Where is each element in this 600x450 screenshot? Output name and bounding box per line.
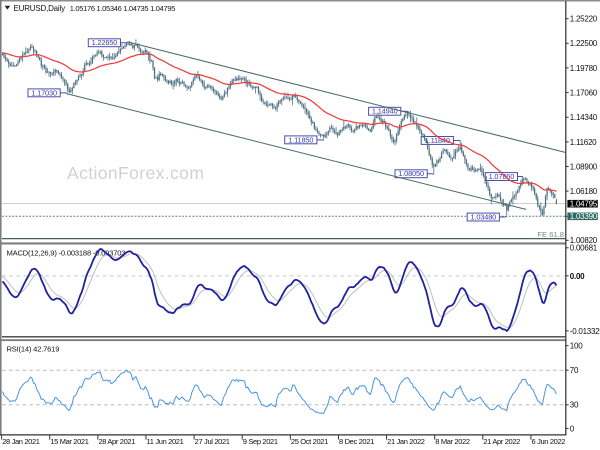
svg-text:28 Apr 2021: 28 Apr 2021 [98,437,135,446]
svg-text:0: 0 [570,424,575,433]
svg-text:30: 30 [570,401,579,410]
svg-text:1.03480: 1.03480 [470,213,496,222]
svg-text:1.22650: 1.22650 [92,38,118,47]
svg-text:25 Oct 2021: 25 Oct 2021 [291,437,328,446]
svg-text:1.11850: 1.11850 [288,135,313,144]
svg-text:1.17060: 1.17060 [570,89,598,98]
svg-text:1.08050: 1.08050 [398,169,424,178]
svg-text:15 Mar 2021: 15 Mar 2021 [50,437,88,446]
svg-text:11 Jun 2021: 11 Jun 2021 [147,437,184,446]
svg-text:1.19780: 1.19780 [570,64,598,73]
svg-text:70: 70 [570,366,579,375]
svg-text:8 Mar 2022: 8 Mar 2022 [435,437,470,446]
svg-text:1.22500: 1.22500 [570,39,598,48]
svg-text:FE 61.8: FE 61.8 [537,230,564,239]
svg-text:1.00820: 1.00820 [570,236,598,245]
svg-text:1.06180: 1.06180 [570,187,598,196]
svg-text:21 Jan 2022: 21 Jan 2022 [387,437,425,446]
svg-text:MACD(12,26,9) -0.003188 -0.003: MACD(12,26,9) -0.003188 -0.003703 [7,248,126,257]
svg-text:RSI(14) 42.7619: RSI(14) 42.7619 [7,345,60,354]
svg-text:1.11840: 1.11840 [425,136,450,145]
svg-text:8 Dec 2021: 8 Dec 2021 [339,437,374,446]
svg-text:1.08900: 1.08900 [570,162,598,171]
svg-text:1.07860: 1.07860 [489,172,515,181]
svg-text:100: 100 [570,342,583,351]
svg-text:28 Jan 2021: 28 Jan 2021 [2,437,40,446]
svg-text:6 Jun 2022: 6 Jun 2022 [532,437,566,446]
svg-text:-0.013329: -0.013329 [570,327,600,336]
svg-text:1.17030: 1.17030 [31,88,57,97]
svg-text:1.25220: 1.25220 [570,15,598,24]
svg-text:21 Apr 2022: 21 Apr 2022 [483,437,520,446]
svg-text:9 Sep 2021: 9 Sep 2021 [243,437,278,446]
svg-text:1.14340: 1.14340 [570,113,598,122]
svg-text:0.00: 0.00 [570,272,585,281]
svg-text:1.14940: 1.14940 [372,107,398,116]
svg-text:ActionForex.com: ActionForex.com [67,163,204,183]
svg-text:EURUSD,Daily: EURUSD,Daily [14,4,66,13]
svg-text:1.05176 1.05346 1.04735 1.0479: 1.05176 1.05346 1.04735 1.04795 [70,4,176,13]
svg-text:0.00681: 0.00681 [570,244,598,253]
svg-text:1.04795: 1.04795 [570,200,598,209]
svg-text:1.03390: 1.03390 [570,212,598,221]
svg-text:1.11620: 1.11620 [570,138,597,147]
svg-text:27 Jul 2021: 27 Jul 2021 [195,437,230,446]
